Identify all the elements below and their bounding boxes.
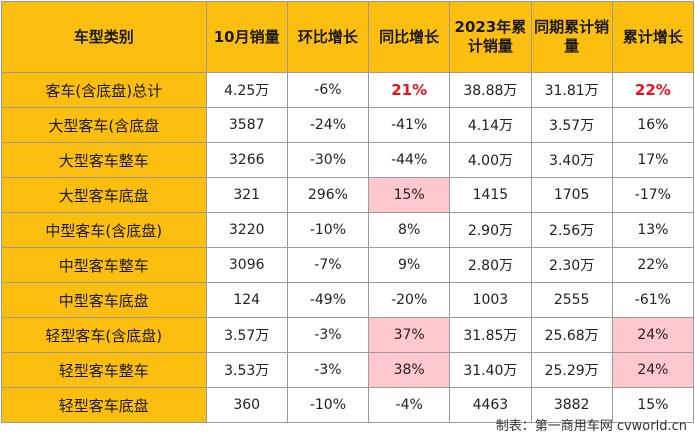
- cell-ytd-2023: 2.80万: [449, 247, 532, 283]
- cell-ytd-2023: 1415: [449, 177, 532, 213]
- row-category: 中型客车底盘: [1, 282, 207, 318]
- table-row: 客车(含底盘)总计 4.25万 -6% 21% 38.88万 31.81万 22…: [1, 72, 695, 108]
- row-category: 中型客车(含底盘): [1, 212, 207, 248]
- cell-ytd-2023: 4463: [449, 387, 532, 423]
- cell-ytd-prev: 25.68万: [530, 317, 613, 353]
- cell-ytd-prev: 31.81万: [530, 72, 613, 108]
- cell-ytd-prev: 25.29万: [530, 352, 613, 388]
- cell-ytd-2023: 2.90万: [449, 212, 532, 248]
- cell-ytd-growth: 15%: [611, 387, 695, 423]
- cell-mom-growth: -7%: [286, 247, 370, 283]
- header-category: 车型类别: [1, 1, 207, 73]
- header-ytd-prev: 同期累计销量: [530, 1, 613, 73]
- table-row: 大型客车底盘 321 296% 15% 1415 1705 -17%: [1, 177, 695, 213]
- cell-ytd-growth: -61%: [611, 282, 695, 318]
- cell-mom-growth: -30%: [286, 142, 370, 178]
- cell-yoy-growth: -4%: [368, 387, 451, 423]
- cell-yoy-growth: 9%: [368, 247, 451, 283]
- header-ytd-2023: 2023年累计销量: [449, 1, 532, 73]
- cell-mom-growth: -3%: [286, 352, 370, 388]
- table-row: 轻型客车底盘 360 -10% -4% 4463 3882 15%: [1, 387, 695, 423]
- cell-mom-growth: -10%: [286, 387, 370, 423]
- cell-ytd-growth: -17%: [611, 177, 695, 213]
- row-category: 轻型客车整车: [1, 352, 207, 388]
- cell-ytd-2023: 31.40万: [449, 352, 532, 388]
- cell-ytd-prev: 3882: [530, 387, 613, 423]
- table-row: 中型客车整车 3096 -7% 9% 2.80万 2.30万 22%: [1, 247, 695, 283]
- table-row: 轻型客车整车 3.53万 -3% 38% 31.40万 25.29万 24%: [1, 352, 695, 388]
- cell-yoy-growth: 21%: [368, 72, 451, 108]
- cell-ytd-growth: 16%: [611, 107, 695, 143]
- cell-ytd-prev: 2555: [530, 282, 613, 318]
- cell-oct-sales: 3.57万: [205, 317, 288, 353]
- header-row: 车型类别 10月销量 环比增长 同比增长 2023年累计销量 同期累计销量 累计…: [1, 1, 695, 73]
- cell-yoy-growth: 38%: [368, 352, 451, 388]
- cell-ytd-prev: 2.30万: [530, 247, 613, 283]
- cell-oct-sales: 3587: [205, 107, 288, 143]
- cell-oct-sales: 3096: [205, 247, 288, 283]
- cell-yoy-growth: 37%: [368, 317, 451, 353]
- cell-ytd-2023: 4.14万: [449, 107, 532, 143]
- row-category: 大型客车底盘: [1, 177, 207, 213]
- cell-ytd-2023: 1003: [449, 282, 532, 318]
- cell-ytd-2023: 4.00万: [449, 142, 532, 178]
- header-yoy-growth: 同比增长: [368, 1, 451, 73]
- row-category: 轻型客车底盘: [1, 387, 207, 423]
- header-mom-growth: 环比增长: [286, 1, 370, 73]
- cell-oct-sales: 3220: [205, 212, 288, 248]
- cell-ytd-prev: 3.57万: [530, 107, 613, 143]
- cell-mom-growth: -3%: [286, 317, 370, 353]
- cell-mom-growth: -6%: [286, 72, 370, 108]
- sales-table: 车型类别 10月销量 环比增长 同比增长 2023年累计销量 同期累计销量 累计…: [1, 1, 695, 423]
- source-credit: 制表：第一商用车网 cvworld.cn: [495, 419, 687, 434]
- row-category: 中型客车整车: [1, 247, 207, 283]
- cell-mom-growth: -10%: [286, 212, 370, 248]
- cell-ytd-growth: 13%: [611, 212, 695, 248]
- cell-yoy-growth: 8%: [368, 212, 451, 248]
- cell-ytd-growth: 22%: [611, 247, 695, 283]
- cell-ytd-growth: 17%: [611, 142, 695, 178]
- table-row: 大型客车整车 3266 -30% -44% 4.00万 3.40万 17%: [1, 142, 695, 178]
- cell-mom-growth: -24%: [286, 107, 370, 143]
- cell-mom-growth: 296%: [286, 177, 370, 213]
- cell-ytd-prev: 3.40万: [530, 142, 613, 178]
- table-row: 大型客车(含底盘 3587 -24% -41% 4.14万 3.57万 16%: [1, 107, 695, 143]
- cell-ytd-prev: 2.56万: [530, 212, 613, 248]
- cell-ytd-2023: 31.85万: [449, 317, 532, 353]
- cell-oct-sales: 321: [205, 177, 288, 213]
- cell-yoy-growth: -20%: [368, 282, 451, 318]
- table-row: 轻型客车(含底盘) 3.57万 -3% 37% 31.85万 25.68万 24…: [1, 317, 695, 353]
- cell-oct-sales: 3266: [205, 142, 288, 178]
- cell-mom-growth: -49%: [286, 282, 370, 318]
- cell-ytd-2023: 38.88万: [449, 72, 532, 108]
- cell-yoy-growth: -44%: [368, 142, 451, 178]
- cell-ytd-growth: 24%: [611, 352, 695, 388]
- cell-ytd-prev: 1705: [530, 177, 613, 213]
- header-oct-sales: 10月销量: [205, 1, 288, 73]
- table-row: 中型客车(含底盘) 3220 -10% 8% 2.90万 2.56万 13%: [1, 212, 695, 248]
- row-category: 大型客车整车: [1, 142, 207, 178]
- cell-oct-sales: 4.25万: [205, 72, 288, 108]
- row-category: 大型客车(含底盘: [1, 107, 207, 143]
- cell-oct-sales: 124: [205, 282, 288, 318]
- cell-oct-sales: 360: [205, 387, 288, 423]
- cell-yoy-growth: -41%: [368, 107, 451, 143]
- row-category: 客车(含底盘)总计: [1, 72, 207, 108]
- cell-oct-sales: 3.53万: [205, 352, 288, 388]
- row-category: 轻型客车(含底盘): [1, 317, 207, 353]
- header-ytd-growth: 累计增长: [611, 1, 695, 73]
- cell-ytd-growth: 24%: [611, 317, 695, 353]
- cell-yoy-growth: 15%: [368, 177, 451, 213]
- table-row: 中型客车底盘 124 -49% -20% 1003 2555 -61%: [1, 282, 695, 318]
- cell-ytd-growth: 22%: [611, 72, 695, 108]
